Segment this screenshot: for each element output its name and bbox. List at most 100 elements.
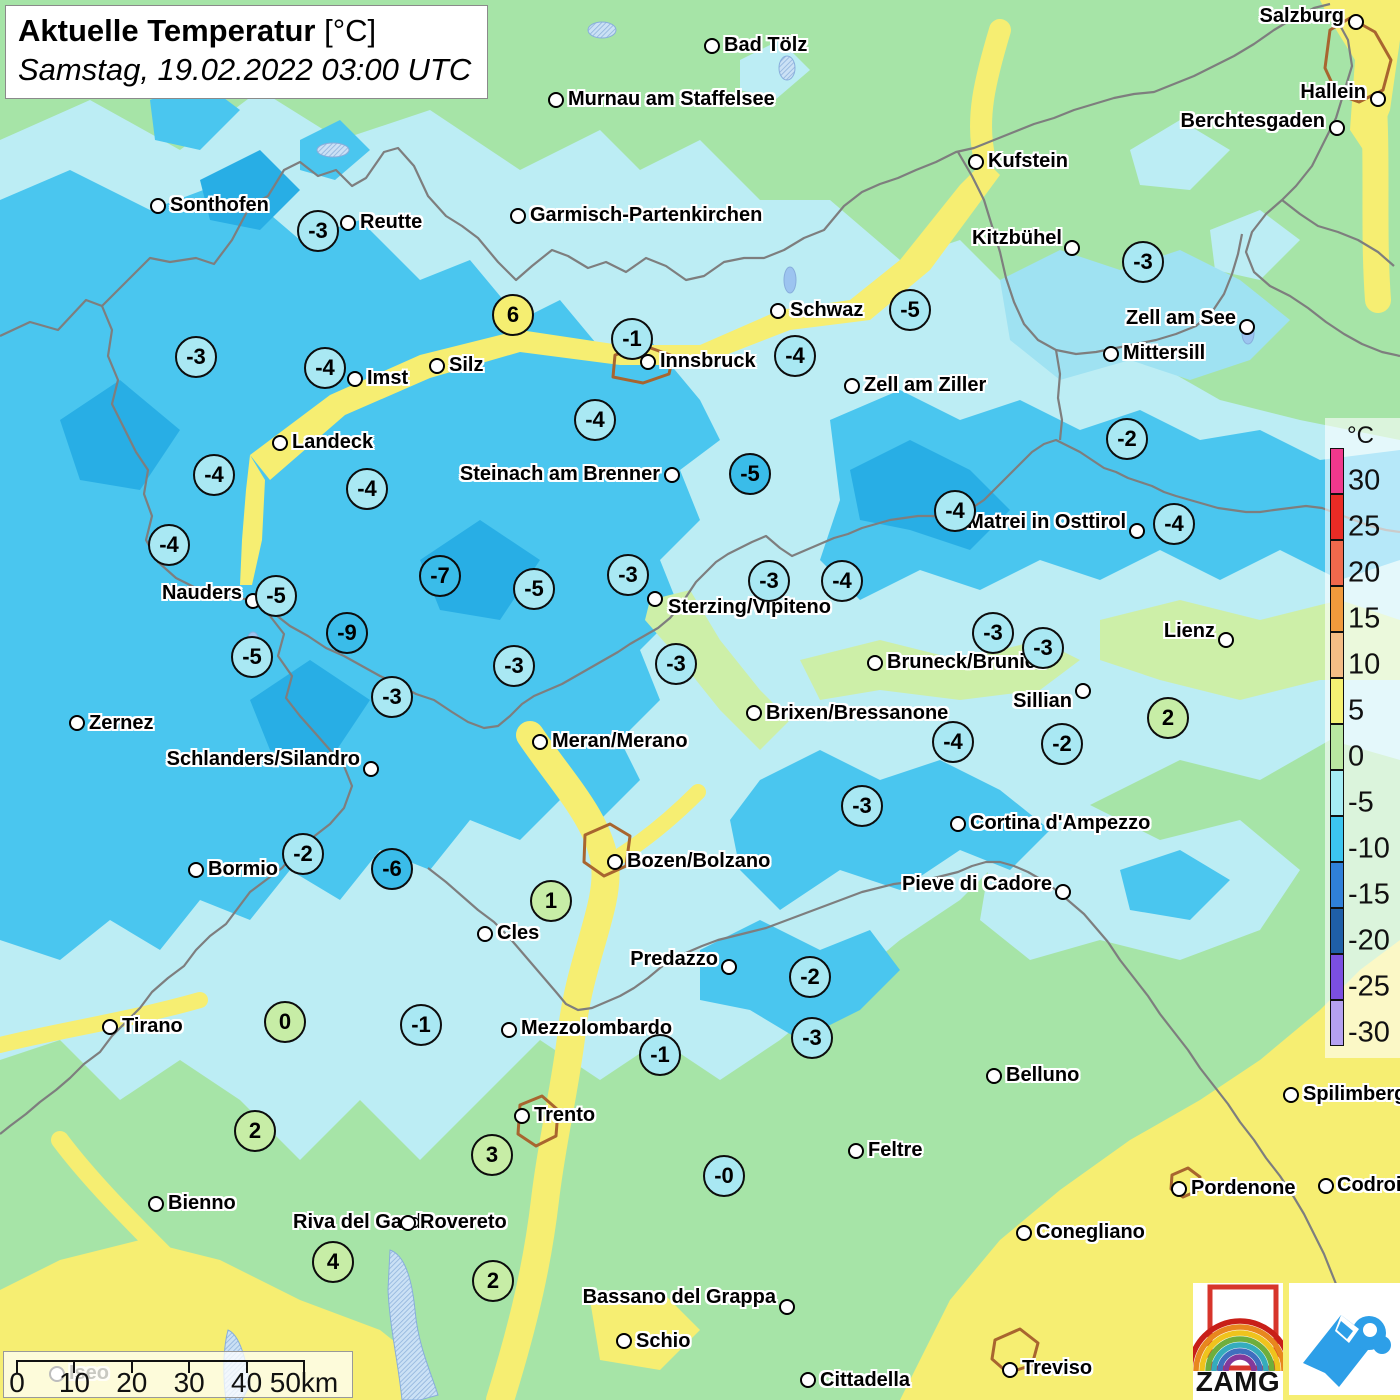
city-marker xyxy=(607,854,623,870)
station-temperature-bubble: -4 xyxy=(774,335,816,377)
legend-tick-label: 0 xyxy=(1348,740,1365,773)
city-marker xyxy=(746,705,762,721)
scale-bar-tick xyxy=(73,1360,76,1373)
station-temperature-bubble: -2 xyxy=(282,833,324,875)
city-label: Lienz xyxy=(1163,620,1215,643)
city-marker xyxy=(647,591,663,607)
map-title-text: Aktuelle Temperatur xyxy=(18,13,316,48)
station-temperature-bubble: -3 xyxy=(1022,627,1064,669)
station-temperature-bubble: -4 xyxy=(346,468,388,510)
city-marker xyxy=(704,38,720,54)
city-label: Zell am See xyxy=(1125,307,1236,330)
city-label: Tirano xyxy=(122,1015,183,1038)
legend-tick-label: -15 xyxy=(1348,878,1390,911)
city-marker xyxy=(363,761,379,777)
city-marker xyxy=(148,1196,164,1212)
legend-tick-label: 5 xyxy=(1348,694,1365,727)
scale-bar-tick xyxy=(16,1360,18,1373)
city-label: Murnau am Staffelsee xyxy=(568,88,775,111)
legend-tick-label: 15 xyxy=(1348,602,1381,635)
city-marker xyxy=(1329,120,1345,136)
station-temperature-bubble: -2 xyxy=(1041,723,1083,765)
scale-bar-tick xyxy=(130,1360,133,1373)
legend-swatch xyxy=(1330,724,1344,770)
legend-tick-label: -10 xyxy=(1348,832,1390,865)
city-label: Predazzo xyxy=(630,948,718,971)
city-marker xyxy=(1016,1225,1032,1241)
city-label: Bienno xyxy=(168,1192,236,1215)
station-temperature-bubble: 2 xyxy=(472,1260,514,1302)
station-temperature-bubble: -3 xyxy=(1122,241,1164,283)
legend-swatch xyxy=(1330,632,1344,678)
city-marker xyxy=(1075,683,1091,699)
station-temperature-bubble: -1 xyxy=(611,318,653,360)
station-temperature-bubble: -7 xyxy=(419,555,461,597)
city-marker xyxy=(770,303,786,319)
city-marker xyxy=(800,1372,816,1388)
city-label: Silz xyxy=(449,354,484,377)
city-label: Pordenone xyxy=(1191,1177,1296,1200)
station-temperature-bubble: -3 xyxy=(655,643,697,685)
legend-swatch xyxy=(1330,678,1344,724)
title-box: Aktuelle Temperatur [°C] Samstag, 19.02.… xyxy=(5,5,489,99)
station-temperature-bubble: -3 xyxy=(841,785,883,827)
city-label: Bozen/Bolzano xyxy=(627,850,771,873)
station-temperature-bubble: -1 xyxy=(400,1004,442,1046)
city-label: Brixen/Bressanone xyxy=(766,702,949,725)
station-temperature-bubble: -3 xyxy=(972,612,1014,654)
city-marker xyxy=(844,378,860,394)
city-marker xyxy=(514,1108,530,1124)
station-temperature-bubble: -4 xyxy=(934,490,976,532)
station-temperature-bubble: -4 xyxy=(304,347,346,389)
city-label: Codroipo xyxy=(1337,1174,1400,1197)
city-label: Bormio xyxy=(208,858,278,881)
city-marker xyxy=(640,354,656,370)
city-marker xyxy=(1370,91,1386,107)
scale-bar: 0 10 20 30 40 50km xyxy=(3,1351,353,1398)
city-marker xyxy=(1055,884,1071,900)
station-temperature-bubble: -5 xyxy=(889,289,931,331)
city-label: Conegliano xyxy=(1036,1221,1145,1244)
city-label: Sonthofen xyxy=(170,194,269,217)
station-temperature-bubble: 2 xyxy=(1147,697,1189,739)
city-label: Rovereto xyxy=(420,1211,507,1234)
map-subtitle: Samstag, 19.02.2022 03:00 UTC xyxy=(18,51,472,87)
city-label: Schlanders/Silandro xyxy=(166,748,360,771)
zamg-rainbow-icon xyxy=(1187,1284,1293,1372)
station-temperature-bubble: -4 xyxy=(148,524,190,566)
station-temperature-bubble: -2 xyxy=(1106,418,1148,460)
station-temperature-bubble: -5 xyxy=(231,636,273,678)
station-temperature-bubble: -5 xyxy=(513,568,555,610)
station-temperature-bubble: 4 xyxy=(312,1241,354,1283)
station-temperature-bubble: -4 xyxy=(193,454,235,496)
city-marker xyxy=(340,215,356,231)
city-label: Feltre xyxy=(868,1139,923,1162)
scale-bar-label: 0 xyxy=(9,1367,25,1398)
station-temperature-bubble: 0 xyxy=(264,1001,306,1043)
city-label: Nauders xyxy=(161,582,242,605)
city-label: Cittadella xyxy=(820,1369,911,1392)
legend-swatch xyxy=(1330,494,1344,540)
city-marker xyxy=(616,1333,632,1349)
station-temperature-bubble: 3 xyxy=(471,1134,513,1176)
legend-tick-label: 20 xyxy=(1348,556,1381,589)
city-label: Schwaz xyxy=(790,299,864,322)
scale-bar-tick xyxy=(303,1360,305,1373)
city-label: Salzburg xyxy=(1259,5,1344,28)
legend-tick-label: -25 xyxy=(1348,970,1390,1003)
city-label: Sillian xyxy=(1013,690,1072,713)
temperature-legend: °C 30 25 20 15 10 5 0 -5 -10 -15 -20 -25 -30 xyxy=(1325,418,1400,1058)
city-marker xyxy=(664,467,680,483)
scale-bar-label: 40 xyxy=(231,1367,263,1398)
city-marker xyxy=(272,435,288,451)
station-temperature-bubble: -5 xyxy=(729,453,771,495)
city-marker xyxy=(848,1143,864,1159)
city-label: Imst xyxy=(367,367,409,390)
scale-bar-label: 30 xyxy=(173,1367,205,1398)
legend-swatch xyxy=(1330,862,1344,908)
city-marker xyxy=(721,959,737,975)
city-marker xyxy=(867,655,883,671)
city-label: Reutte xyxy=(360,211,423,234)
city-marker xyxy=(477,926,493,942)
